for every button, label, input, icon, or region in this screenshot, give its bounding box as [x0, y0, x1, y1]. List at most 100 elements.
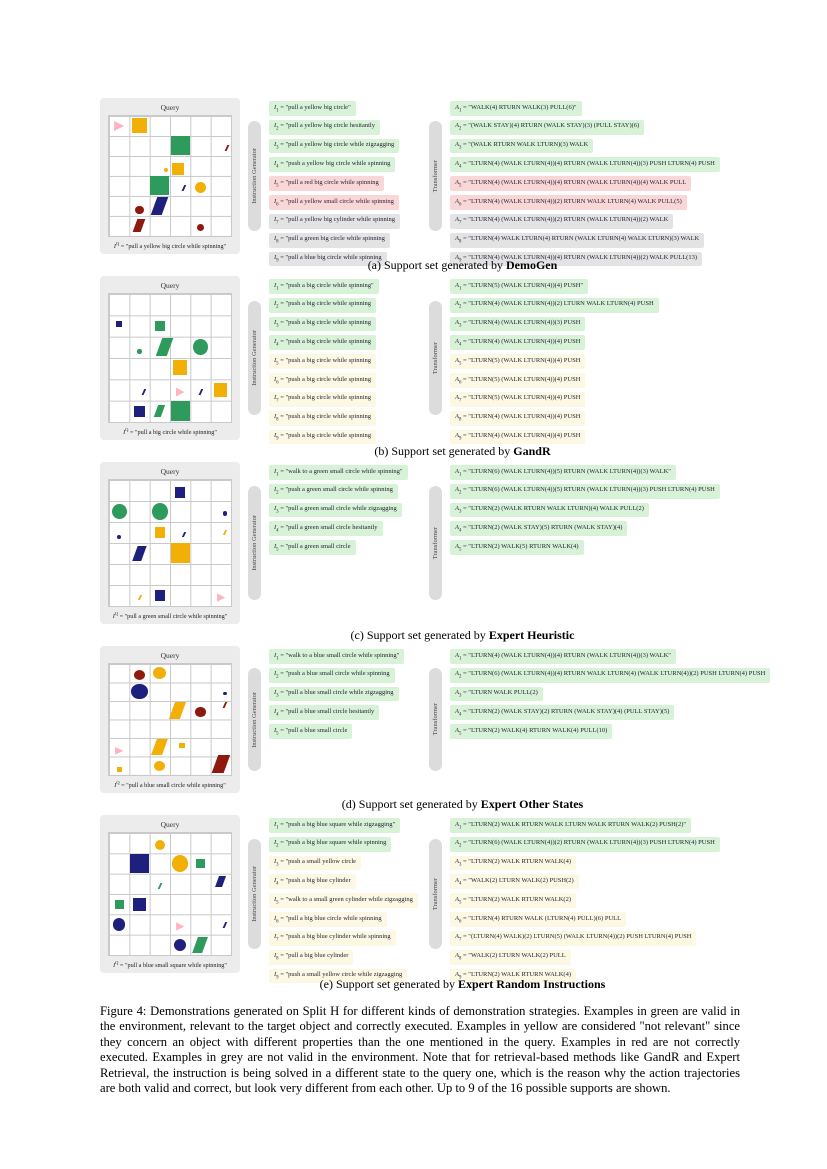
action-pill: A4 = "LTURN(4) (WALK LTURN(4))(4) PUSH: [450, 335, 586, 351]
instruction-pill: I1 = "push a big circle while spinning": [269, 279, 379, 294]
navy-square-shape: [116, 320, 123, 328]
instruction-pill: I1 = "pull a yellow big circle": [269, 101, 356, 116]
yellow-cylinder-shape: [169, 701, 187, 719]
transformer-label: Transformer: [429, 486, 442, 600]
figure-caption-text: Demonstrations generated on Split H for …: [100, 1004, 740, 1096]
yellow-square-shape: [214, 383, 228, 397]
instruction-pill: I3 = "pull a blue small circle while zig…: [269, 686, 399, 702]
yellow-circle-shape: [172, 855, 189, 872]
instruction-pill: I5 = "pull a blue small circle: [269, 724, 353, 740]
action-pill: A7 = "LTURN(5) (WALK LTURN(4))(4) PUSH: [450, 391, 586, 407]
yellow-circle-shape: [163, 167, 169, 173]
instruction-pill: I7 = "push a big blue cylinder while spi…: [269, 930, 396, 946]
panel-b: Query IQ = "pull a big circle while spinn…: [100, 276, 827, 445]
action-pill: A3 = "(WALK RTURN WALK LTURN)(3) WALK: [450, 138, 594, 154]
instruction-pill: I2 = "push a big circle while spinning: [269, 297, 377, 313]
action-pill: A2 = "LTURN(6) (WALK LTURN(4))(4) RTURN …: [450, 667, 771, 683]
agent-triangle-icon: [216, 593, 226, 602]
action-pill: A9 = "LTURN(4) (WALK LTURN(4))(4) PUSH: [450, 429, 586, 445]
navy-circle-shape: [113, 918, 126, 931]
green-cylinder-shape: [192, 936, 209, 953]
red-cylinder-shape: [133, 219, 146, 233]
world-grid: [108, 479, 232, 607]
navy-cylinder-shape: [150, 196, 169, 215]
red-stroke-shape: [222, 701, 228, 708]
actions-column: A1 = "LTURN(5) (WALK LTURN(4))(4) PUSH" A…: [450, 276, 827, 445]
panel-e: Query IQ = "pull a blue small square whil…: [100, 815, 827, 984]
action-pill: A7 = "(LTURN(4) WALK)(2) LTURN(5) (WALK …: [450, 930, 697, 946]
action-pill: A5 = "LTURN(2) WALK(5) RTURN WALK(4): [450, 540, 584, 556]
agent-triangle-icon: [114, 747, 124, 755]
yellow-square-shape: [171, 162, 185, 176]
instruction-pill: I2 = "push a blue small circle while spi…: [269, 667, 395, 683]
action-pill: A3 = "LTURN(4) (WALK LTURN(4))(3) PUSH: [450, 316, 586, 332]
yellow-square-shape: [170, 543, 190, 564]
green-cylinder-shape: [154, 405, 166, 418]
action-pill: A2 = "LTURN(6) (WALK LTURN(4))(5) RTURN …: [450, 483, 720, 499]
action-pill: A5 = "LTURN(5) (WALK LTURN(4))(4) PUSH: [450, 354, 586, 370]
instructions-column: I1 = "push a big blue square while zigza…: [269, 815, 421, 984]
yellow-square-shape: [154, 527, 165, 538]
figure-4: Query IQ = "pull a yellow big circle whil…: [100, 98, 827, 1096]
instruction-pill: I5 = "pull a red big circle while spinni…: [269, 176, 384, 192]
instruction-generator-label-text: Instruction Generator: [251, 866, 258, 922]
yellow-circle-shape: [153, 667, 167, 680]
instruction-generator-label-text: Instruction Generator: [251, 330, 258, 386]
query-title: Query: [160, 281, 180, 290]
action-pill: A3 = "LTURN(2) WALK RTURN WALK(4): [450, 855, 577, 871]
red-circle-shape: [196, 224, 205, 232]
navy-circle-shape: [222, 511, 227, 516]
action-pill: A6 = "LTURN(5) (WALK LTURN(4))(4) PUSH: [450, 373, 586, 388]
instruction-pill: I8 = "push a big circle while spinning: [269, 410, 377, 426]
query-card: Query IQ = "pull a big circle while spinn…: [100, 276, 240, 440]
world-grid: [108, 115, 232, 237]
query-instruction: IQ = "pull a big circle while spinning": [123, 426, 217, 436]
green-circle-shape: [151, 503, 168, 520]
instructions-column: I1 = "walk to a green small circle while…: [269, 462, 421, 624]
actions-column: A1 = "LTURN(2) WALK RTURN WALK LTURN WAL…: [450, 815, 827, 984]
action-pill: A6 = "LTURN(4) RTURN WALK (LTURN(4) PULL…: [450, 912, 627, 927]
query-title: Query: [160, 820, 180, 829]
instruction-generator-label: Instruction Generator: [248, 121, 261, 231]
action-pill: A1 = "LTURN(4) (WALK LTURN(4))(4) RTURN …: [450, 649, 676, 664]
yellow-circle-shape: [194, 182, 207, 194]
instruction-pill: I7 = "push a big circle while spinning: [269, 391, 377, 407]
green-circle-shape: [111, 503, 127, 520]
instruction-pill: I9 = "pull a blue big circle while spinn…: [269, 251, 387, 267]
red-circle-shape: [135, 205, 144, 214]
instruction-pill: I4 = "pull a green small circle hesitant…: [269, 521, 383, 537]
navy-stroke-shape: [141, 389, 146, 395]
query-card: Query IQ = "pull a green small circle whi…: [100, 462, 240, 624]
action-pill: A4 = "LTURN(4) (WALK LTURN(4))(4) RTURN …: [450, 157, 720, 173]
instruction-pill: I6 = "push a big circle while spinning: [269, 373, 377, 388]
action-pill: A4 = "WALK(2) LTURN WALK(2) PUSH(2): [450, 874, 579, 890]
query-instruction: IQ = "pull a green small circle while sp…: [112, 610, 228, 620]
instruction-pill: I4 = "push a big blue cylinder: [269, 874, 356, 890]
instructions-column: I1 = "push a big circle while spinning" I…: [269, 276, 421, 445]
panels-container: Query IQ = "pull a yellow big circle whil…: [100, 98, 827, 992]
green-circle-shape: [137, 349, 142, 354]
navy-stroke-shape: [181, 185, 187, 191]
navy-square-shape: [132, 897, 147, 911]
instruction-pill: I1 = "walk to a green small circle while…: [269, 465, 408, 480]
action-pill: A1 = "LTURN(2) WALK RTURN WALK LTURN WAL…: [450, 818, 692, 833]
instruction-pill: I9 = "push a small yellow circle while z…: [269, 968, 408, 984]
panel-a: Query IQ = "pull a yellow big circle whil…: [100, 98, 827, 267]
agent-triangle-icon: [114, 120, 125, 131]
instruction-generator-label: Instruction Generator: [248, 486, 261, 600]
navy-circle-shape: [131, 684, 148, 700]
instruction-pill: I6 = "pull a big blue circle while spinn…: [269, 912, 387, 927]
instruction-pill: I8 = "pull a green big circle while spin…: [269, 232, 390, 248]
navy-cylinder-shape: [132, 546, 147, 561]
subcaption-e: (e) Support set generated by Expert Rand…: [319, 977, 606, 991]
action-pill: A2 = "LTURN(6) (WALK LTURN(4))(2) RTURN …: [450, 836, 720, 852]
navy-square-shape: [175, 487, 186, 498]
action-pill: A1 = "LTURN(5) (WALK LTURN(4))(4) PUSH": [450, 279, 589, 294]
action-pill: A2 = "(WALK STAY)(4) RTURN (WALK STAY)(3…: [450, 119, 645, 135]
panel-d: Query IQ = "pull a blue small circle whil…: [100, 646, 827, 793]
actions-column: A1 = "WALK(4) RTURN WALK(3) PULL(6)" A2 =…: [450, 98, 827, 267]
query-card: Query IQ = "pull a yellow big circle whil…: [100, 98, 240, 254]
transformer-label-text: Transformer: [432, 341, 439, 375]
instruction-pill: I1 = "push a big blue square while zigza…: [269, 818, 401, 833]
world-grid: [108, 293, 232, 423]
